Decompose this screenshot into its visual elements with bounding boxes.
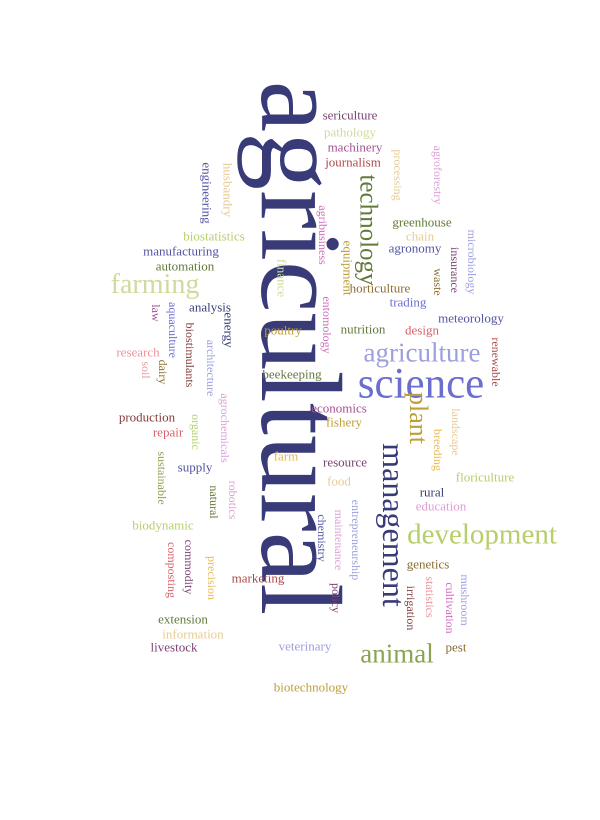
word-composting: composting <box>165 542 179 598</box>
word-natural: natural <box>207 485 221 519</box>
word-technology: technology <box>354 174 382 286</box>
word-sustainable: sustainable <box>155 451 169 505</box>
word-robotics: robotics <box>226 480 240 520</box>
word-chain: chain <box>405 228 435 244</box>
word-development: development <box>407 518 557 551</box>
word-trading: trading <box>389 294 427 310</box>
word-architecture: architecture <box>204 339 218 397</box>
word-agribusiness: agribusiness <box>316 205 330 265</box>
word-breeding: breeding <box>431 429 445 471</box>
word-marketing: marketing <box>231 570 285 586</box>
word-policy: policy <box>329 583 343 613</box>
word-agroforestry: agroforestry <box>431 145 445 205</box>
word-fishery: fishery <box>325 414 363 430</box>
word-livestock: livestock <box>150 639 198 655</box>
word-research: research <box>116 344 160 360</box>
word-poultry: poultry <box>264 322 302 338</box>
word-floriculture: floriculture <box>455 469 515 485</box>
word-commodity: commodity <box>182 539 196 595</box>
word-statistics: statistics <box>423 576 437 618</box>
word-greenhouse: greenhouse <box>392 214 452 230</box>
word-economics: economics <box>311 400 367 416</box>
word-farming: farming <box>110 269 200 300</box>
word-science: science <box>357 360 485 408</box>
word-energy: energy <box>221 312 237 348</box>
word-biostimulants: biostimulants <box>183 322 197 388</box>
word-waste: waste <box>431 268 445 296</box>
word-finance: finance <box>274 258 290 298</box>
word-organic: organic <box>189 414 203 450</box>
word-farm: farm <box>273 448 299 464</box>
word-biotechnology: biotechnology <box>273 679 349 695</box>
word-analysis: analysis <box>189 299 231 315</box>
word-landscape: landscape <box>449 408 463 456</box>
word-repair: repair <box>152 424 184 440</box>
word-engineering: engineering <box>199 162 215 224</box>
word-irrigation: irrigation <box>404 585 418 631</box>
word-information: information <box>162 626 224 642</box>
word-entrepreneurship: entrepreneurship <box>349 499 363 581</box>
word-biostatistics: biostatistics <box>183 228 245 244</box>
word-agronomy: agronomy <box>388 240 442 256</box>
word-plant: plant <box>404 392 433 444</box>
word-rural: rural <box>419 484 445 500</box>
word-management: management <box>376 443 412 607</box>
word-veterinary: veterinary <box>278 638 332 654</box>
word-husbandry: husbandry <box>220 162 236 218</box>
word-education: education <box>415 498 467 514</box>
word-insurance: insurance <box>448 247 462 293</box>
word-beekeeping: beekeeping <box>262 366 322 382</box>
word-pathology: pathology <box>324 124 376 140</box>
word-meteorology: meteorology <box>438 310 504 326</box>
word-pest: pest <box>445 639 467 655</box>
word-microbiology: microbiology <box>465 229 479 295</box>
word-manufacturing: manufacturing <box>143 243 219 259</box>
word-nutrition: nutrition <box>340 321 386 337</box>
word-mushroom: mushroom <box>458 574 472 626</box>
word-chemistry: chemistry <box>315 514 329 562</box>
word-supply: supply <box>177 459 213 475</box>
word-genetics: genetics <box>406 556 450 572</box>
word-soil: soil <box>139 361 153 379</box>
word-design: design <box>405 322 439 338</box>
word-aquaculture: aquaculture <box>166 302 180 358</box>
word-extension: extension <box>158 611 208 627</box>
word-agrochemicals: agrochemicals <box>218 393 232 463</box>
word-law: law <box>149 304 163 322</box>
word-sericulture: sericulture <box>322 107 378 123</box>
word-precision: precision <box>205 556 219 600</box>
word-animal: animal <box>360 638 434 669</box>
word-biodynamic: biodynamic <box>132 517 194 533</box>
word-entomology: entomology <box>320 296 334 354</box>
word-cultivation: cultivation <box>443 582 457 634</box>
word-production: production <box>118 409 176 425</box>
word-journalism: journalism <box>325 154 381 170</box>
word-resource: resource <box>322 454 368 470</box>
word-renewable: renewable <box>489 337 503 387</box>
word-automation: automation <box>155 258 215 274</box>
word-horticulture: horticulture <box>349 280 411 296</box>
word-processing: processing <box>391 149 405 201</box>
word-agriculture: agriculture <box>363 337 481 368</box>
word-dairy: dairy <box>156 359 170 385</box>
word-maintenance: maintenance <box>332 509 346 571</box>
word-food: food <box>327 473 351 489</box>
word-machinery: machinery <box>327 139 383 155</box>
